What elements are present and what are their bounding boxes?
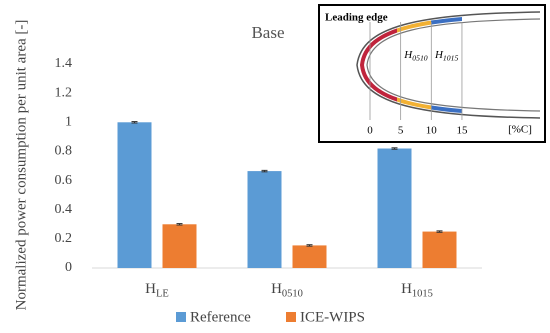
- region-le: [359, 28, 397, 102]
- x-tick-label-sub: LE: [156, 289, 169, 300]
- bar: [292, 245, 327, 268]
- inset-tick-label: 5: [398, 125, 404, 137]
- inset-region-label-base: H: [434, 49, 444, 61]
- x-tick-label-sub: 0510: [282, 289, 303, 300]
- x-tick-label-base: H: [271, 281, 282, 297]
- legend-swatch: [286, 312, 296, 322]
- y-tick-label: 1: [65, 115, 72, 130]
- bar: [247, 171, 282, 268]
- y-tick-label: 1.4: [55, 56, 73, 71]
- inset-region-label: H0510: [403, 49, 427, 63]
- y-tick-label: 1.2: [55, 85, 73, 100]
- x-tick-label: HLE: [145, 281, 169, 299]
- bar: [117, 122, 152, 269]
- legend-label: Reference: [190, 309, 251, 325]
- inset-tick-label: 15: [456, 125, 468, 137]
- y-tick-label: 0: [65, 260, 72, 275]
- inset-unit: [%C]: [508, 124, 532, 136]
- inset-tick-label: 10: [426, 125, 438, 137]
- x-tick-label: H1015: [401, 281, 433, 299]
- bar: [377, 148, 412, 268]
- bar: [162, 224, 197, 268]
- x-tick-label-base: H: [401, 281, 412, 297]
- legend-label: ICE-WIPS: [300, 309, 365, 325]
- y-tick-label: 0.2: [55, 231, 73, 246]
- inset-region-label-base: H: [403, 49, 413, 61]
- inset-region-label-sub: 1015: [443, 53, 459, 62]
- x-tick-label-base: H: [145, 281, 156, 297]
- bar: [422, 231, 457, 268]
- x-tick-label-sub: 1015: [412, 289, 433, 300]
- airfoil-inner: [366, 18, 541, 112]
- y-tick-label: 0.6: [55, 173, 73, 188]
- y-axis-label: Normalized power consumption per unit ar…: [13, 20, 29, 311]
- inset-tick-label: 0: [367, 125, 373, 137]
- y-tick-label: 0.8: [55, 144, 73, 159]
- inset-region-label: H1015: [434, 49, 458, 63]
- airfoil-outer: [356, 11, 541, 119]
- y-tick-label: 0.4: [55, 202, 73, 217]
- inset-region-label-sub: 0510: [412, 53, 428, 62]
- inset-frame: [318, 4, 546, 143]
- chart-title: Base: [251, 23, 284, 42]
- region-1015: [431, 16, 462, 114]
- legend-swatch: [176, 312, 186, 322]
- inset-label: Leading edge: [325, 12, 388, 24]
- x-tick-label: H0510: [271, 281, 303, 299]
